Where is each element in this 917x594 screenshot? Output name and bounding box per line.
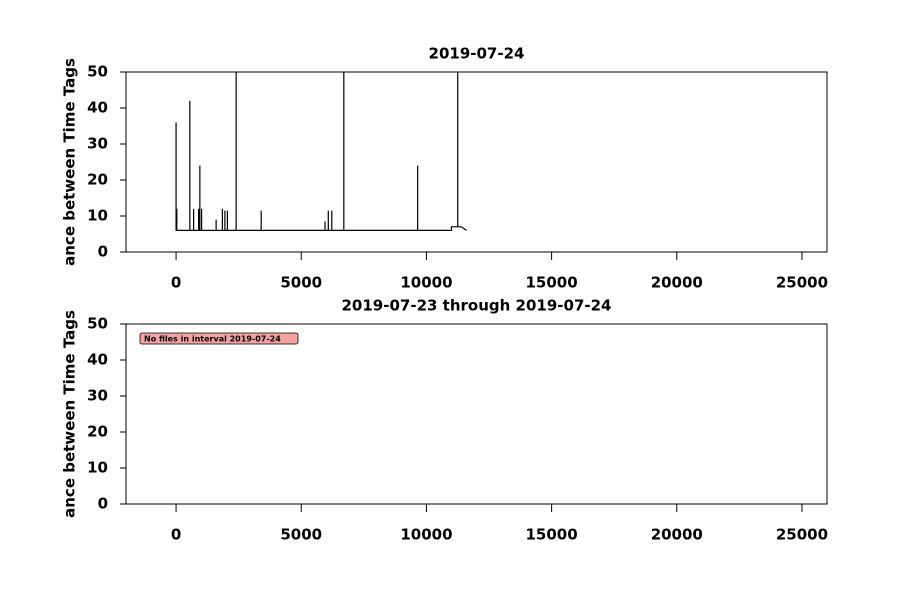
y-tick-label: 30 — [87, 135, 108, 153]
annotation: No files in interval 2019-07-24 — [144, 335, 281, 344]
chart-title: 2019-07-23 through 2019-07-24 — [342, 297, 612, 315]
x-tick-label: 25000 — [776, 274, 828, 292]
x-tick-label: 0 — [171, 526, 181, 544]
data-line — [175, 72, 467, 231]
chart-title: 2019-07-24 — [429, 45, 525, 63]
x-tick-label: 20000 — [651, 526, 703, 544]
y-axis-label: ance between Time Tags — [61, 58, 79, 266]
x-tick-label: 0 — [171, 274, 181, 292]
x-tick-label: 5000 — [280, 274, 322, 292]
y-tick-label: 0 — [98, 495, 108, 513]
x-tick-label: 15000 — [526, 274, 578, 292]
y-tick-label: 10 — [87, 207, 108, 225]
y-tick-label: 30 — [87, 387, 108, 405]
y-tick-label: 0 — [98, 243, 108, 261]
plot-frame — [125, 323, 828, 505]
plot-frame — [125, 71, 828, 253]
x-tick-label: 25000 — [776, 526, 828, 544]
y-tick-label: 20 — [87, 423, 108, 441]
x-tick-label: 15000 — [526, 526, 578, 544]
y-tick-label: 50 — [87, 63, 108, 81]
y-tick-label: 10 — [87, 459, 108, 477]
x-tick-label: 10000 — [400, 526, 452, 544]
y-axis-label: ance between Time Tags — [61, 310, 79, 518]
x-tick-label: 5000 — [280, 526, 322, 544]
x-tick-label: 10000 — [400, 274, 452, 292]
y-tick-label: 20 — [87, 171, 108, 189]
x-tick-label: 20000 — [651, 274, 703, 292]
y-tick-label: 50 — [87, 315, 108, 333]
y-tick-label: 40 — [87, 99, 108, 117]
annotation-box — [139, 332, 299, 345]
y-tick-label: 40 — [87, 351, 108, 369]
